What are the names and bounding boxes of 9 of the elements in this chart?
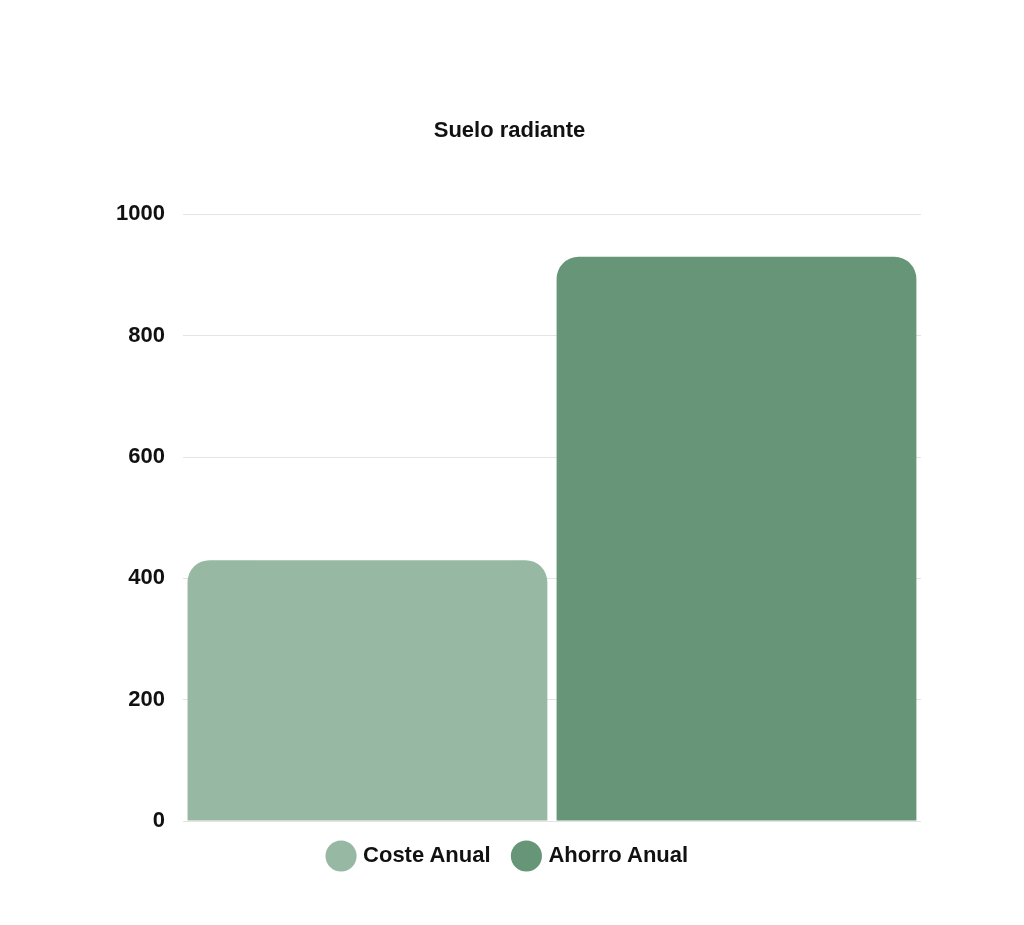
y-tick-label: 800 <box>128 321 165 347</box>
y-tick-label: 1000 <box>115 200 165 226</box>
y-tick-label: 400 <box>128 564 165 590</box>
legend-label: Coste Anual <box>363 842 491 868</box>
y-tick-label: 200 <box>128 685 165 711</box>
y-tick-label: 0 <box>152 807 165 833</box>
y-tick-label: 600 <box>128 443 165 469</box>
chart-title: Suelo radiante <box>433 117 586 143</box>
legend-label: Ahorro Anual <box>548 842 689 868</box>
